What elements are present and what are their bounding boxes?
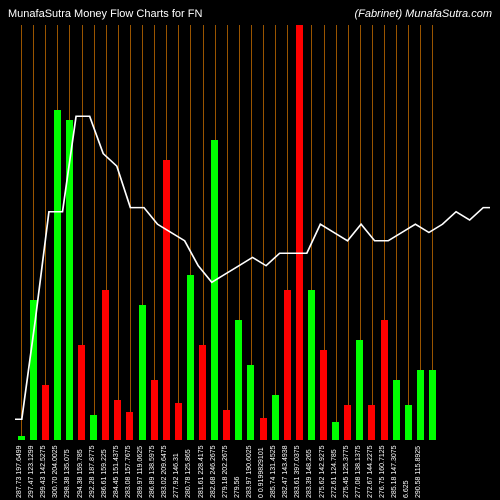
line-overlay [15, 25, 490, 440]
x-axis-label: 277.92 146.31 [173, 453, 180, 498]
x-axis-labels: 287.73 197.6499 297.47 123.1299 299.43 142… [15, 440, 490, 500]
chart-title-right: (Fabrinet) MunafaSutra.com [354, 8, 492, 20]
plot-area [15, 25, 490, 440]
x-axis-label: 0 0.9199829101 [258, 447, 265, 498]
x-axis-label: 279.18 202.2675 [222, 445, 229, 498]
x-axis-label: 290.58 115.8925 [415, 446, 422, 498]
x-axis-label: 286.61 159.225 [101, 449, 108, 498]
x-axis-label: 277.08 138.1375 [355, 445, 362, 498]
trend-line [15, 116, 490, 419]
x-axis-label: 279.56 [234, 477, 241, 498]
x-axis-label: 283.02 209.6475 [161, 445, 168, 498]
x-axis-label: 297.47 123.1299 [28, 445, 35, 498]
x-axis-label: 283.39 148.265 [306, 449, 313, 498]
x-axis-label: 283.08 157.7675 [125, 445, 132, 498]
x-axis-label: 275.45 125.3775 [343, 445, 350, 498]
x-axis-label: 285.74 131.4525 [270, 445, 277, 498]
x-axis-label: 285.18 147.3075 [391, 445, 398, 498]
x-axis-label: 283.97 190.6025 [246, 445, 253, 498]
x-axis-label: 300.70 204.0025 [52, 445, 59, 498]
x-axis-label: 286.89 138.5975 [149, 445, 156, 498]
x-axis-label: 287.73 197.6499 [16, 445, 23, 498]
x-axis-label: 281.61 228.4175 [198, 445, 205, 498]
x-axis-label: 275.62 142.9275 [319, 445, 326, 498]
x-axis-label: 282.68 246.2675 [210, 445, 217, 498]
x-axis-label: 283.61 397.0375 [294, 445, 301, 498]
x-axis-label: 284.45 151.4375 [113, 445, 120, 498]
x-axis-label: 280.78 125.865 [185, 449, 192, 498]
x-axis-label: 294.38 159.785 [77, 449, 84, 498]
x-axis-label: 282.47 143.4938 [282, 445, 289, 498]
x-axis-label: 272.61 124.785 [331, 449, 338, 498]
x-axis-label: 298.38 135.075 [64, 449, 71, 498]
x-axis-label: 299.43 142.5275 [40, 445, 47, 498]
chart-container: MunafaSutra Money Flow Charts for FN (Fa… [0, 0, 500, 500]
x-axis-label: 292.28 187.8775 [89, 445, 96, 498]
x-axis-label: 6.625 [403, 480, 410, 498]
x-axis-label: 276.75 160.7125 [379, 445, 386, 498]
x-axis-label: 272.67 144.2275 [367, 445, 374, 498]
chart-title-left: MunafaSutra Money Flow Charts for FN [8, 8, 202, 20]
x-axis-label: 289.97 119.0625 [137, 446, 144, 498]
